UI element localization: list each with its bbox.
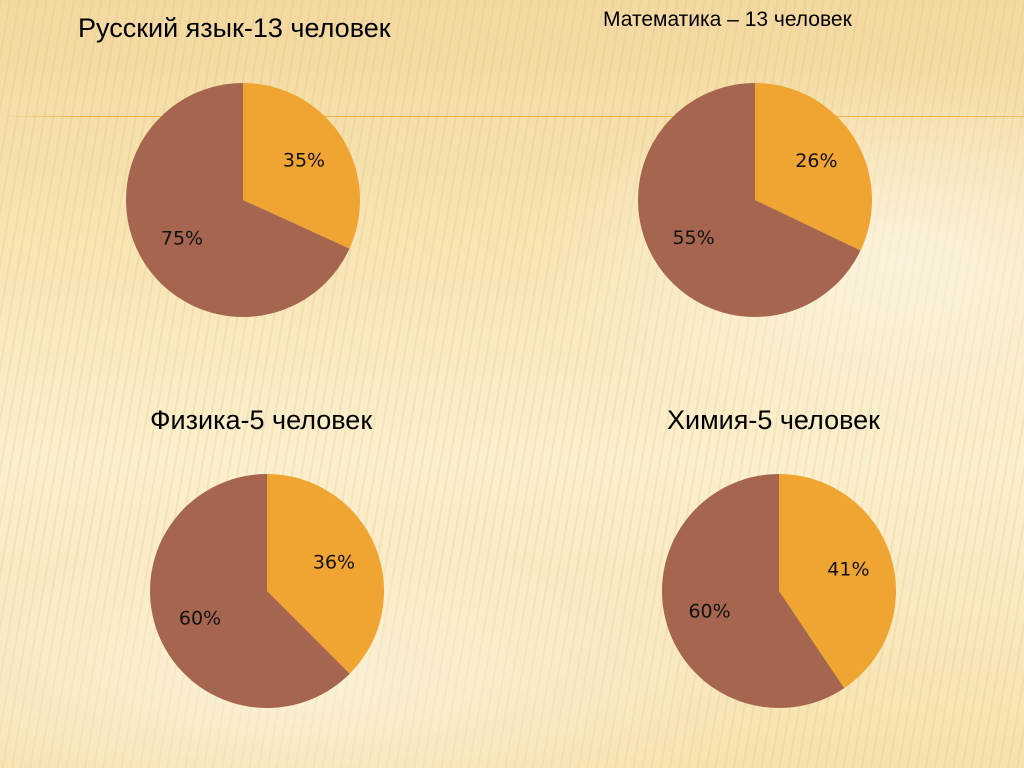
pie-slice-math-1 [637,83,861,317]
pie-label-physics-1: 60% [179,607,221,629]
pie-label-math-0: 26% [795,150,837,172]
pie-label-math-1: 55% [672,227,714,249]
pie-slice-chemistry-0 [779,474,897,689]
decorative-rule [0,116,1024,117]
pie-chart-russian: 35% 75% [126,83,361,317]
pie-label-chemistry-1: 60% [688,601,730,623]
pie-slice-physics-0 [267,474,384,674]
chart-title-chemistry: Химия-5 человек [667,405,880,435]
chart-title-math: Математика – 13 человек [603,8,852,31]
pie-label-physics-0: 36% [313,552,355,574]
pie-slice-physics-1 [149,473,350,708]
chart-title-physics: Физика-5 человек [150,405,373,435]
pie-chart-chemistry: 41% 60% [662,474,897,708]
pie-slice-russian-0 [243,83,361,249]
pie-label-russian-0: 35% [283,149,325,171]
pie-label-russian-1: 75% [161,228,203,250]
pie-slice-chemistry-1 [662,474,845,708]
pie-chart-physics: 36% 60% [149,473,384,708]
chart-title-russian: Русский язык-13 человек [78,13,391,43]
pie-label-chemistry-0: 41% [827,558,869,580]
pie-slice-math-0 [755,83,872,251]
pie-chart-math: 26% 55% [637,83,872,317]
pie-slice-russian-1 [126,83,350,317]
